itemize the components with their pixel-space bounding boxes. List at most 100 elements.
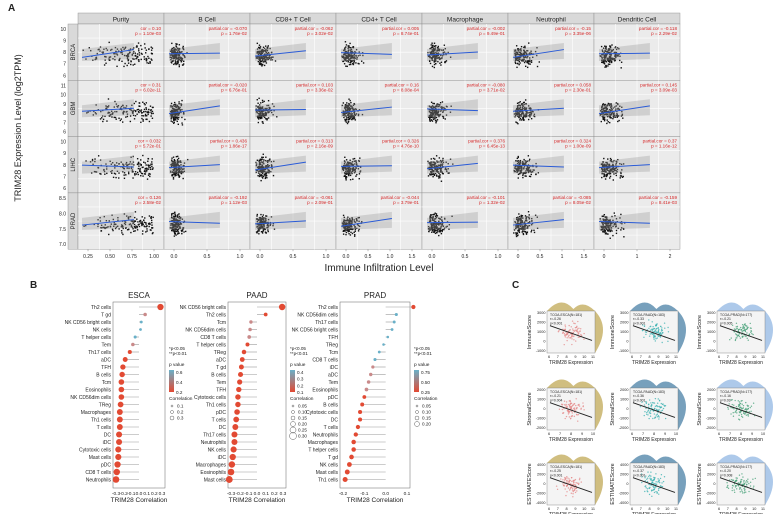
data-point <box>616 47 619 49</box>
lollipop-dot <box>351 439 356 445</box>
data-point <box>351 63 354 65</box>
data-point <box>345 219 347 222</box>
data-point <box>173 101 176 104</box>
data-point <box>104 227 106 230</box>
data-point <box>260 179 262 182</box>
data-point <box>352 167 354 169</box>
data-point <box>348 232 350 235</box>
data-point <box>260 171 263 174</box>
data-point <box>262 49 264 51</box>
data-point <box>519 215 521 218</box>
data-point <box>514 62 517 65</box>
lollipop-dot <box>234 409 240 415</box>
data-point <box>136 171 139 174</box>
data-point <box>513 170 516 173</box>
data-point <box>343 221 346 223</box>
pvalue-tick: 0.50 <box>421 380 430 385</box>
data-point <box>519 115 521 117</box>
data-point <box>106 172 108 175</box>
data-point <box>178 58 181 61</box>
data-point <box>438 167 441 169</box>
data-point <box>177 62 179 64</box>
data-point <box>529 59 531 61</box>
y-tick-label: 7 <box>63 120 66 126</box>
data-point <box>444 108 446 110</box>
data-point <box>181 170 183 172</box>
data-point <box>265 51 267 53</box>
data-point <box>99 50 101 52</box>
confidence-band <box>341 42 392 61</box>
data-point <box>176 120 178 123</box>
data-point <box>344 227 346 230</box>
regression-line <box>426 162 478 170</box>
data-point <box>148 225 150 228</box>
data-point <box>182 171 184 174</box>
data-point <box>133 230 135 232</box>
data-point <box>344 50 347 53</box>
data-point <box>531 222 534 225</box>
stat-p: p = 6.76e-01 <box>221 87 247 92</box>
data-point <box>350 46 352 49</box>
y-tick-label: 9 <box>63 102 66 108</box>
data-point <box>266 224 268 227</box>
data-point <box>111 172 113 174</box>
data-point <box>121 60 123 63</box>
data-point <box>603 62 605 65</box>
data-point <box>175 223 178 226</box>
data-point <box>344 230 346 232</box>
data-point <box>144 52 147 54</box>
stat-p: p = 6.45e-13 <box>479 144 505 149</box>
stat-cor: partial.cor = -0.101 <box>467 195 506 200</box>
data-point <box>601 61 604 63</box>
data-point <box>170 109 173 112</box>
data-point <box>260 59 262 62</box>
regression-line <box>426 108 478 112</box>
data-point <box>610 104 612 106</box>
data-point <box>612 112 615 115</box>
data-point <box>345 223 348 225</box>
data-point <box>256 52 258 54</box>
data-point <box>266 118 268 120</box>
data-point <box>150 111 152 113</box>
data-point <box>97 219 99 221</box>
data-point <box>170 159 173 161</box>
data-point <box>348 223 350 225</box>
data-point <box>432 52 434 55</box>
data-point <box>97 109 100 111</box>
data-point <box>174 56 176 58</box>
data-point <box>435 60 437 62</box>
data-point <box>346 219 348 222</box>
data-point <box>609 46 612 49</box>
data-point <box>521 224 523 226</box>
data-point <box>352 178 354 180</box>
data-point <box>435 165 438 167</box>
data-point <box>151 161 153 163</box>
data-point <box>524 163 526 165</box>
data-point <box>179 226 181 228</box>
data-point <box>621 113 624 116</box>
data-point <box>436 229 439 231</box>
lollipop-dot <box>116 424 123 430</box>
x-tick-label: 0 <box>603 254 606 260</box>
lollipop-label: Tcm <box>102 380 111 386</box>
data-point <box>515 108 518 110</box>
data-point <box>433 161 435 163</box>
data-point <box>259 115 262 117</box>
data-point <box>529 175 532 178</box>
data-point <box>348 104 350 107</box>
data-point <box>260 230 263 233</box>
data-point <box>118 163 120 165</box>
data-point <box>519 219 521 221</box>
point-cloud <box>341 156 362 181</box>
data-point <box>604 178 607 180</box>
data-point <box>606 169 609 171</box>
data-point <box>430 44 432 46</box>
data-point <box>182 228 184 230</box>
data-point <box>613 59 615 61</box>
data-point <box>606 107 608 110</box>
data-point <box>346 218 349 220</box>
data-point <box>147 168 150 170</box>
data-point <box>438 227 440 230</box>
data-point <box>343 222 345 224</box>
data-point <box>430 116 432 119</box>
